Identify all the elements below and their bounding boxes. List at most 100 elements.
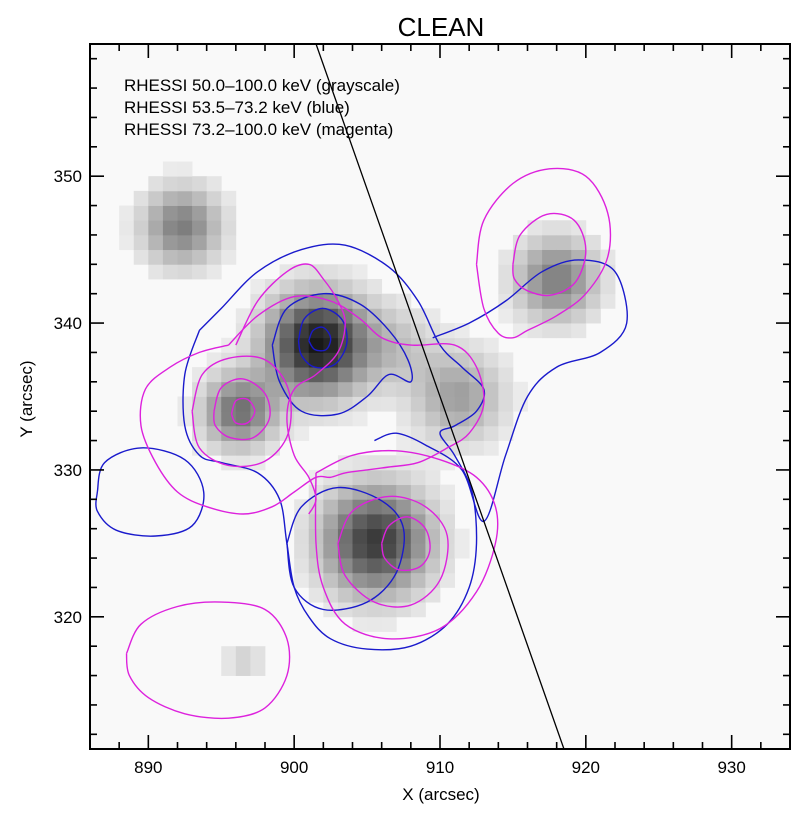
heatmap-cell [250, 279, 266, 295]
heatmap-cell [498, 352, 514, 368]
heatmap-cell [425, 514, 441, 530]
heatmap-cell [352, 587, 368, 603]
x-tick-label: 900 [280, 758, 308, 777]
heatmap-cell [498, 425, 514, 441]
heatmap-cell [250, 455, 266, 471]
heatmap-cell [352, 293, 368, 309]
blue-contour [286, 486, 405, 611]
heatmap-cell [250, 646, 266, 662]
heatmap-cell [279, 381, 295, 397]
heatmap-cell [410, 484, 426, 500]
heatmap-cell [294, 308, 310, 324]
heatmap-cell [250, 323, 266, 339]
heatmap-cell [367, 528, 383, 544]
heatmap-cell [483, 440, 499, 456]
heatmap-cell [323, 572, 339, 588]
heatmap-cell [250, 337, 266, 353]
heatmap-cell [498, 396, 514, 412]
heatmap-cell [352, 455, 368, 471]
heatmap-cell [381, 514, 397, 530]
heatmap-cell [265, 352, 280, 368]
heatmap-cell [425, 484, 441, 500]
heatmap-cell [396, 484, 412, 500]
heatmap-cell [177, 161, 193, 177]
heatmap-cell [177, 234, 193, 251]
heatmap-cell [352, 469, 368, 486]
heatmap-cell [352, 381, 368, 397]
heatmap-cell [337, 381, 353, 397]
heatmap-cell [148, 249, 164, 265]
heatmap-cell [206, 220, 222, 236]
heatmap-cell [352, 396, 368, 412]
heatmap-cell [337, 411, 353, 427]
heatmap-cell [527, 249, 543, 265]
heatmap-cell [337, 499, 353, 515]
heatmap-cell [527, 308, 543, 324]
heatmap-cell [235, 381, 251, 397]
heatmap-cell [192, 249, 208, 265]
heatmap-cell [337, 587, 353, 603]
heatmap-cell [396, 602, 412, 618]
heatmap-cell [206, 234, 222, 251]
heatmap-cell [133, 205, 149, 221]
line-layer [315, 44, 565, 749]
heatmap-cell [192, 381, 208, 397]
heatmap-cell [425, 396, 441, 412]
heatmap-cell [542, 308, 558, 324]
heatmap-cell [556, 279, 572, 295]
heatmap-cell [221, 190, 237, 206]
heatmap-cell [367, 572, 383, 588]
heatmap-cell [352, 616, 368, 632]
heatmap-cell [323, 484, 339, 500]
heatmap-cell [294, 558, 310, 574]
heatmap-cell [542, 249, 558, 265]
heatmap-cell [206, 396, 222, 412]
heatmap-cell [206, 249, 222, 265]
heatmap-cell [337, 572, 353, 588]
heatmap-cell [337, 367, 353, 383]
heatmap-cell [527, 293, 543, 309]
x-tick-label: 910 [426, 758, 454, 777]
heatmap-cell [235, 425, 251, 441]
heatmap-cell [148, 234, 164, 251]
heatmap-cell [221, 367, 237, 383]
heatmap-cell [600, 293, 616, 309]
heatmap-cell [483, 411, 499, 427]
heatmap-cell [440, 514, 455, 530]
heatmap-cell [425, 337, 441, 353]
heatmap-cell [410, 411, 426, 427]
heatmap-cell [410, 587, 426, 603]
heatmap-cell [425, 499, 441, 515]
heatmap-cell [396, 499, 412, 515]
heatmap-cell [367, 602, 383, 618]
heatmap-cell [133, 234, 149, 251]
heatmap-cell [367, 337, 383, 353]
heatmap-cell [162, 176, 178, 192]
heatmap-cell [381, 308, 397, 324]
heatmap-cell [410, 528, 426, 544]
heatmap-cell [265, 293, 280, 309]
heatmap-cell [469, 381, 485, 397]
heatmap-cell [162, 220, 178, 236]
heatmap-cell [162, 190, 178, 206]
heatmap-cell [337, 264, 353, 280]
heatmap-cell [265, 381, 280, 397]
heatmap-cell [323, 264, 339, 280]
y-tick-label: 330 [54, 461, 82, 480]
heatmap-cell [367, 469, 383, 486]
heatmap-cell [221, 205, 237, 221]
heatmap-cell [352, 528, 368, 544]
heatmap-cell [440, 572, 455, 588]
heatmap-cell [527, 323, 543, 339]
blue-contour [95, 447, 205, 537]
chart-title: CLEAN [398, 12, 485, 42]
heatmap-cell [425, 558, 441, 574]
heatmap-cell [235, 440, 251, 456]
heatmap-cell [542, 323, 558, 339]
heatmap-cell [308, 352, 324, 368]
ticks: 890 900 910 920 930 320 330 340 350 [54, 44, 791, 777]
heatmap-cell [396, 396, 412, 412]
heatmap-cell [381, 572, 397, 588]
heatmap-cell [512, 264, 528, 280]
heatmap-cell [192, 220, 208, 236]
